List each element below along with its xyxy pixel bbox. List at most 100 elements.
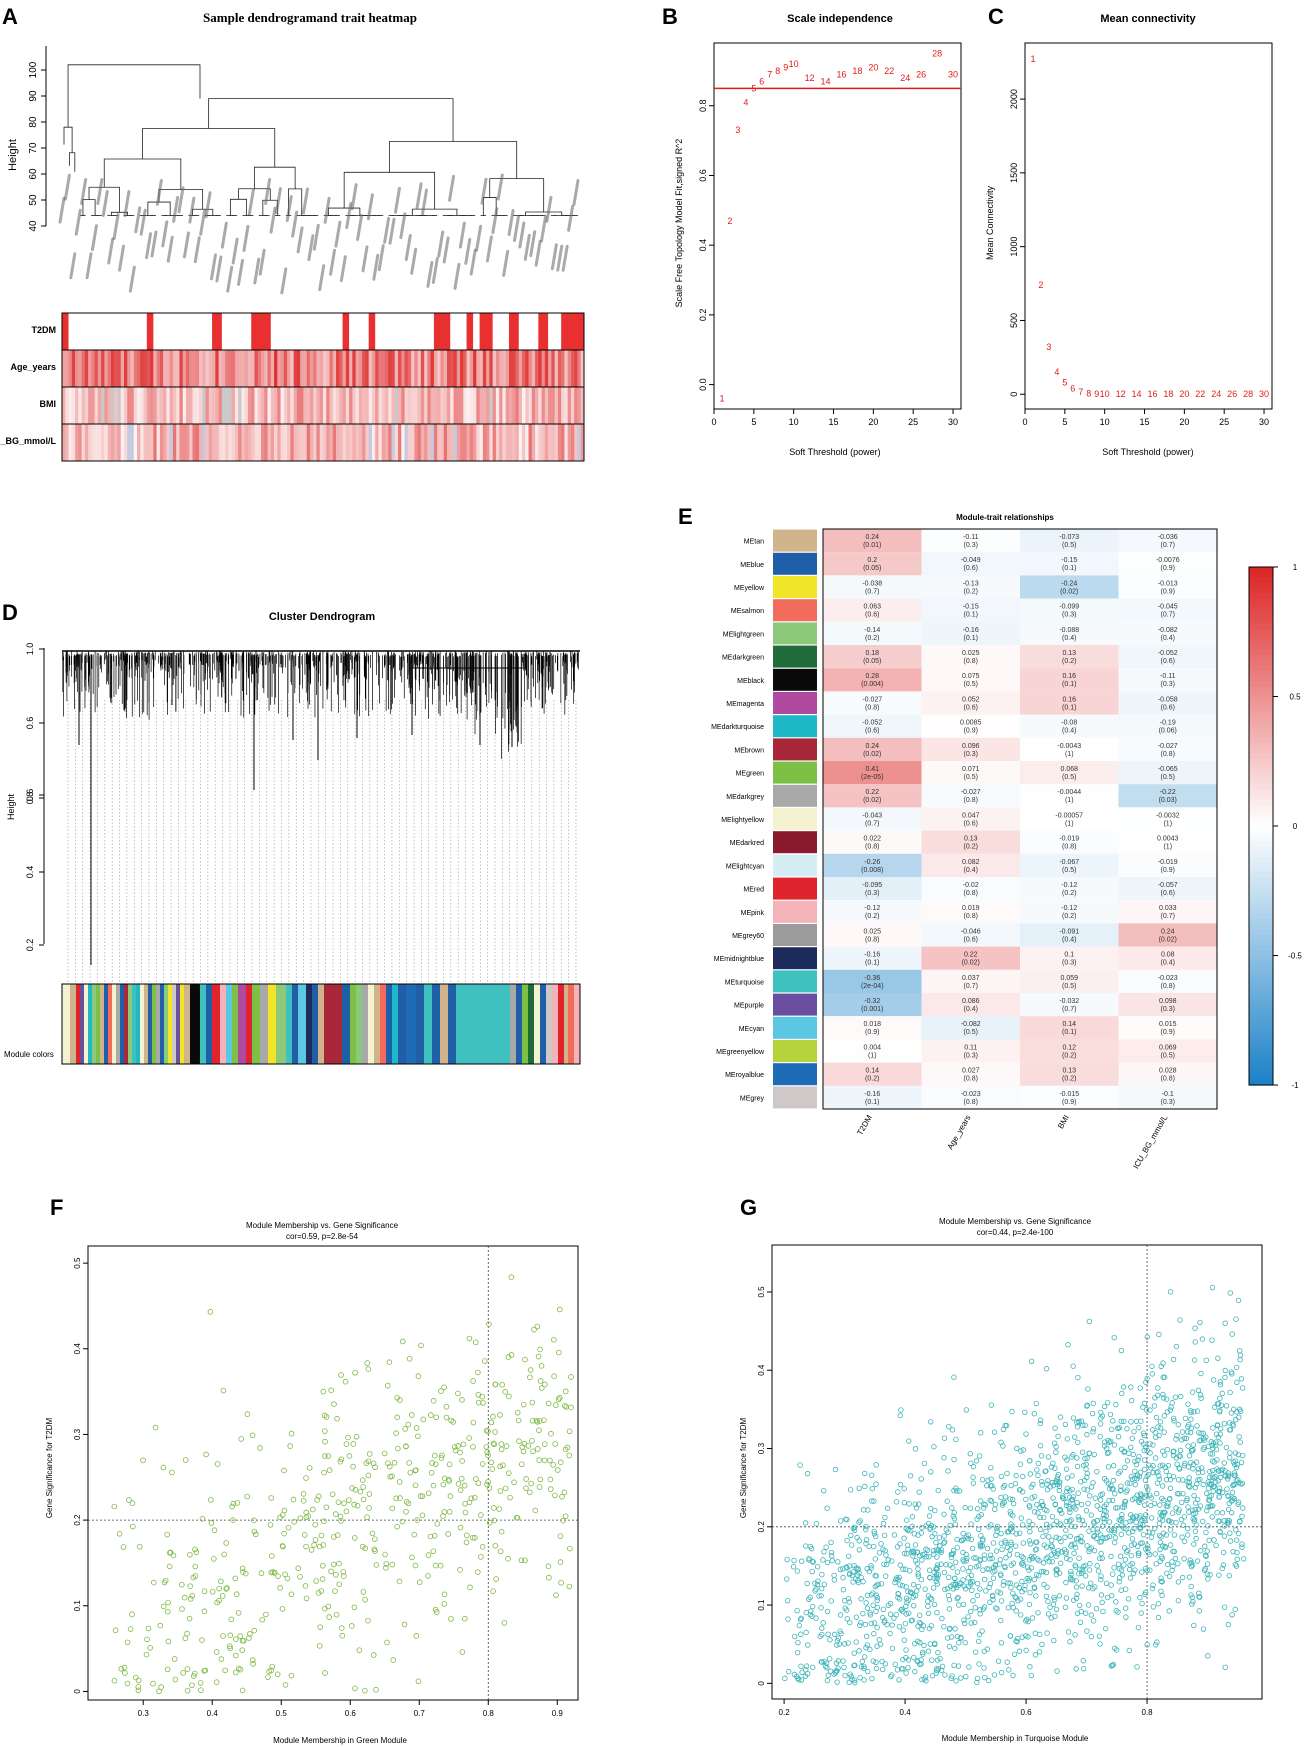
heatmap-cell [1118,877,1217,901]
trait-cell [492,313,497,350]
gene-point [1144,1642,1150,1648]
legend-gradient-step [1249,1007,1273,1014]
gene-point [934,1581,941,1587]
gene-point [1095,1529,1101,1535]
gene-point [1216,1488,1223,1495]
cell-correlation-label: -0.0076 [1156,557,1180,564]
gene-point [962,1504,968,1511]
heatmap-cell [1118,1062,1217,1086]
gene-point [1202,1543,1208,1549]
gene-point [1139,1540,1145,1546]
trait-cell [104,424,109,461]
gene-point [1159,1579,1165,1585]
power-point-label: 5 [751,83,756,93]
gene-point [804,1580,810,1587]
module-color-segment [362,984,368,1064]
heatmap-cell [1118,714,1217,738]
cell-correlation-label: -0.15 [963,604,979,611]
cell-pvalue-label: (0.8) [964,1076,978,1083]
trait-cell [254,350,259,387]
trait-cell [437,350,441,387]
gene-point [1196,1608,1203,1614]
gene-point [912,1592,919,1599]
gene-point [1139,1569,1145,1575]
gene-point [786,1668,792,1675]
gene-point [223,1586,230,1592]
gene-point [1088,1512,1095,1518]
gene-point [1182,1460,1188,1467]
gene-point [1233,1316,1239,1322]
gene-point [1106,1497,1112,1504]
gene-point [1016,1487,1023,1493]
gene-point [797,1616,804,1623]
module-color-segment [88,984,92,1064]
gene-point [1023,1431,1029,1437]
gene-point [498,1446,505,1453]
gene-point [988,1476,994,1482]
gene-point [847,1570,853,1576]
gene-point [328,1568,334,1575]
gene-point [352,1685,358,1692]
gene-point [928,1596,935,1602]
heatmap-cell [1020,668,1119,692]
power-point-label: 12 [805,73,815,83]
gene-point [938,1561,944,1567]
gene-point [1147,1567,1153,1573]
gene-point [333,1571,339,1578]
trait-cell [65,387,69,424]
panel-a-sample-labels [58,173,580,295]
trait-cell [137,424,141,461]
trait-cell [482,387,487,424]
gene-point [1008,1511,1014,1517]
panel-b-axes: 0 5 10 15 20 25 300.00.20.40.60.8 [698,99,958,427]
trait-cell [251,424,255,461]
trait-cell [336,350,340,387]
module-color-segment [190,984,200,1064]
gene-point [1162,1543,1168,1550]
trait-cell [463,350,467,387]
trait-cell [433,424,438,461]
gene-point [1090,1426,1097,1432]
trait-cell [228,387,233,424]
gene-point [853,1614,860,1620]
gene-point [306,1465,313,1471]
x-tick-label: 10 [789,417,799,427]
gene-point [806,1555,812,1562]
gene-point [320,1388,327,1395]
gene-point [1044,1630,1050,1636]
gene-point [1149,1371,1155,1377]
trait-cell [137,313,141,350]
gene-point [1171,1532,1178,1538]
gene-point [912,1501,918,1507]
gene-point [1036,1649,1043,1655]
gene-point [979,1543,986,1549]
cell-pvalue-label: (0.7) [865,820,879,827]
gene-point [1016,1585,1023,1591]
gene-point [1137,1496,1143,1502]
gene-point [1050,1547,1057,1554]
gene-point [242,1570,249,1577]
dendrogram-branch [208,98,454,142]
gene-point [810,1664,816,1670]
heatmap-cell [1020,1062,1119,1086]
gene-point [1126,1450,1132,1457]
trait-cell [544,313,549,350]
trait-cell [561,387,565,424]
gene-point [1027,1458,1033,1464]
cell-pvalue-label: (0.7) [1062,1006,1076,1013]
gene-point [1194,1408,1201,1414]
gene-point [847,1671,853,1677]
gene-point [1106,1439,1113,1445]
gene-point [855,1577,861,1584]
gene-point [1050,1601,1057,1608]
gene-point [1214,1509,1220,1516]
gene-point [1175,1477,1182,1483]
gene-point [1142,1516,1148,1522]
gene-point [521,1440,528,1447]
gene-point [1217,1379,1224,1385]
gene-point [360,1496,367,1503]
cell-correlation-label: 0.028 [1159,1068,1177,1075]
trait-label-t2dm: T2DM [32,325,57,335]
cell-correlation-label: -0.16 [864,1091,880,1098]
gene-point [1124,1487,1130,1493]
